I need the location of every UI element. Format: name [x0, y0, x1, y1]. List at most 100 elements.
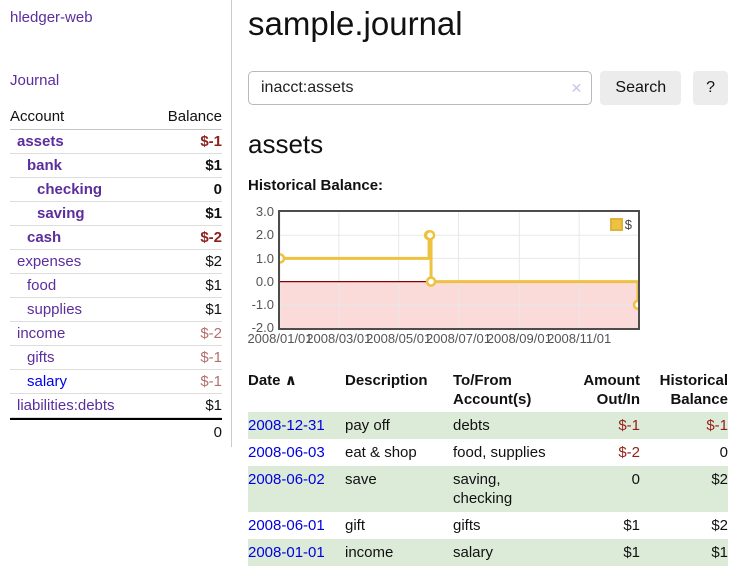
y-axis-tick-label: -2.0	[251, 320, 274, 336]
app-title-link[interactable]: hledger-web	[10, 9, 93, 26]
search-box: ✕	[248, 70, 593, 105]
date-header-label: Date	[248, 372, 281, 390]
sidebar: hledger-web Journal Account Balance asse…	[0, 0, 232, 447]
transaction-accounts: debts	[453, 417, 490, 435]
transaction-historical-balance: $-1	[706, 417, 728, 435]
sidebar-account-link[interactable]: cash	[27, 229, 62, 246]
search-button[interactable]: Search	[600, 70, 682, 105]
sidebar-item-journal[interactable]: Journal	[10, 72, 60, 89]
y-axis-tick-label: 2.0	[255, 227, 274, 243]
accounts-table-header: Account Balance	[10, 105, 222, 130]
sidebar-account-link[interactable]: income	[17, 325, 66, 342]
transaction-date-link[interactable]: 2008-06-01	[248, 517, 325, 535]
transaction-date-link[interactable]: 2008-06-03	[248, 444, 325, 462]
transaction-date-link[interactable]: 2008-06-02	[248, 471, 325, 489]
transaction-description: income	[345, 544, 394, 562]
sort-ascending-icon: ∧	[284, 372, 297, 390]
chart-canvas	[280, 212, 638, 329]
chart-title: Historical Balance:	[248, 177, 384, 195]
x-axis-tick-label: 2008/05/01	[366, 331, 432, 347]
register-row: 2008-01-01 income salary $1 $1	[248, 539, 728, 567]
x-axis-tick-label: 2008/11/01	[547, 331, 612, 347]
account-balance: $-1	[200, 133, 222, 150]
description-column-header: Description	[345, 372, 428, 390]
register-header-row: Date ∧ Description To/From Account(s) Am…	[248, 368, 728, 412]
balance-column-header: Balance	[167, 108, 222, 125]
balance-chart: $ 3.0 2.0 1.0 0.0 -1.0 -2.0 2008/01/01 2008/03/…	[247, 203, 728, 353]
account-balance: $-2	[200, 229, 222, 246]
clear-search-icon[interactable]: ✕	[570, 79, 583, 96]
y-axis-tick-label: 3.0	[255, 204, 274, 220]
main-content: sample.journal ✕ Search ? assets Histori…	[247, 0, 728, 567]
accounts-column-header: To/From Account(s)	[453, 372, 532, 409]
register-row: 2008-12-31 pay off debts $-1 $-1	[248, 412, 728, 440]
account-balance: 0	[213, 181, 222, 198]
account-balance: $1	[205, 397, 222, 414]
account-balance: $-2	[200, 325, 222, 342]
account-balance: $-1	[200, 349, 222, 366]
help-button[interactable]: ?	[693, 70, 728, 105]
transaction-date-link[interactable]: 2008-01-01	[248, 544, 325, 562]
transaction-description: save	[345, 471, 377, 489]
sidebar-account-link[interactable]: liabilities:debts	[17, 397, 115, 414]
chart-plot-area: $	[278, 210, 640, 331]
y-axis-tick-label: 1.0	[255, 250, 274, 266]
sidebar-account-link[interactable]: gifts	[27, 349, 55, 366]
search-input[interactable]	[248, 70, 593, 105]
account-row: checking 0	[10, 178, 222, 202]
sidebar-account-rows: assets $-1 bank $1 checking 0 saving $1 …	[10, 130, 222, 418]
transaction-amount: $1	[623, 544, 640, 562]
sidebar-account-link[interactable]: salary	[27, 373, 68, 390]
accounts-total-balance: 0	[213, 424, 222, 441]
sidebar-account-link[interactable]: food	[27, 277, 57, 294]
sidebar-account-link[interactable]: assets	[17, 133, 64, 150]
date-column-header[interactable]: Date ∧	[248, 368, 345, 412]
transaction-date-link[interactable]: 2008-12-31	[248, 417, 325, 435]
transaction-description: gift	[345, 517, 366, 535]
transaction-historical-balance: $2	[711, 471, 728, 489]
account-row: cash $-2	[10, 226, 222, 250]
page-title: sample.journal	[248, 5, 463, 42]
account-row: assets $-1	[10, 130, 222, 154]
transaction-amount: $1	[623, 517, 640, 535]
legend-label: $	[624, 217, 632, 233]
sidebar-account-link[interactable]: bank	[27, 157, 63, 174]
account-balance: $1	[205, 301, 222, 318]
transaction-accounts: food, supplies	[453, 444, 546, 462]
transaction-amount: 0	[631, 471, 640, 489]
sidebar-account-link[interactable]: saving	[37, 205, 85, 222]
account-row: liabilities:debts $1	[10, 394, 222, 418]
transaction-accounts: saving, checking	[453, 471, 513, 508]
account-row: food $1	[10, 274, 222, 298]
transaction-description: eat & shop	[345, 444, 417, 462]
transaction-amount: $-2	[618, 444, 640, 462]
transaction-historical-balance: $2	[711, 517, 728, 535]
account-row: bank $1	[10, 154, 222, 178]
search-bar: ✕ Search ?	[248, 70, 728, 105]
account-balance: $1	[205, 205, 222, 222]
sidebar-account-link[interactable]: supplies	[27, 301, 83, 318]
register-row: 2008-06-03 eat & shop food, supplies $-2…	[248, 439, 728, 466]
accounts-total-row: 0	[10, 418, 222, 445]
transaction-accounts: gifts	[453, 517, 481, 535]
historical-column-header: Historical Balance	[659, 372, 728, 409]
account-row: saving $1	[10, 202, 222, 226]
sidebar-account-link[interactable]: expenses	[17, 253, 82, 270]
transaction-historical-balance: 0	[719, 444, 728, 462]
account-balance: $1	[205, 157, 222, 174]
x-axis-tick-label: 2008/01/01	[247, 331, 313, 347]
x-axis-tick-label: 2008/09/01	[486, 331, 552, 347]
transaction-description: pay off	[345, 417, 390, 435]
accounts-table: Account Balance assets $-1 bank $1 check…	[10, 105, 222, 445]
account-balance: $1	[205, 277, 222, 294]
account-column-header: Account	[10, 108, 65, 125]
transaction-accounts: salary	[453, 544, 494, 562]
y-axis-tick-label: 0.0	[255, 273, 274, 289]
register-row: 2008-06-01 gift gifts $1 $2	[248, 512, 728, 539]
x-axis-tick-label: 2008/03/01	[306, 331, 372, 347]
amount-column-header: Amount Out/In	[583, 372, 640, 409]
account-row: salary $-1	[10, 370, 222, 394]
x-axis-tick-label: 2008/07/01	[425, 331, 492, 347]
sidebar-account-link[interactable]: checking	[37, 181, 103, 198]
account-row: supplies $1	[10, 298, 222, 322]
